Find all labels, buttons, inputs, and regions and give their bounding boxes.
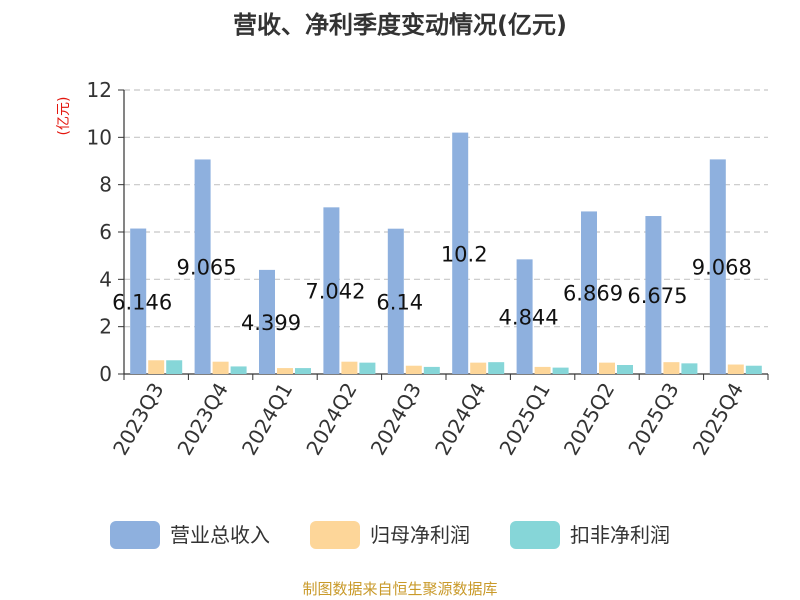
bar-1-2025Q1 [534,366,551,374]
bar-2-2024Q2 [359,362,376,374]
x-tick-label: 2024Q3 [366,379,426,460]
data-label: 9.065 [177,256,237,280]
data-label: 7.042 [305,280,365,304]
bar-0-2023Q3 [130,228,147,374]
bar-1-2024Q1 [277,368,293,374]
bar-2-2023Q3 [166,360,183,374]
x-tick-label: 2023Q3 [108,379,168,460]
source-note: 制图数据来自恒生聚源数据库 [302,580,497,598]
legend-label: 归母净利润 [370,523,470,547]
grid-lines [124,89,768,328]
legend-label: 扣非净利润 [570,523,670,547]
bar-1-2025Q2 [599,362,615,374]
bar-2-2025Q2 [617,365,633,374]
legend: 营业总收入 归母净利润 扣非净利润 [110,521,670,549]
bars [130,132,762,374]
x-tick-label: 2025Q3 [623,379,683,460]
bar-1-2024Q2 [341,361,358,374]
bar-1-2023Q4 [212,361,229,374]
bar-2-2023Q4 [230,366,247,374]
bar-0-2025Q2 [581,211,597,374]
bar-2-2024Q3 [423,366,440,374]
bar-2-2025Q3 [681,363,698,374]
legend-swatch-0 [110,521,160,549]
bar-0-2024Q3 [387,228,404,374]
bar-1-2025Q4 [727,364,744,374]
bar-2-2025Q4 [745,365,762,374]
data-label: 4.844 [499,306,559,330]
y-tick-label: 10 [87,125,112,149]
bar-2-2024Q4 [488,362,505,374]
y-tick-label: 0 [99,362,112,386]
chart-title: 营收、净利季度变动情况(亿元) [233,11,567,39]
legend-swatch-1 [310,521,360,549]
bar-0-2024Q4 [452,132,469,374]
data-label: 4.399 [241,311,301,335]
bar-2-2025Q1 [552,367,569,374]
y-tick-label: 6 [99,220,112,244]
bar-1-2024Q3 [405,365,422,374]
bar-0-2023Q4 [194,159,211,374]
bar-2-2024Q1 [295,368,311,374]
data-label: 6.675 [627,284,687,308]
bar-0-2025Q3 [645,216,662,374]
data-label: 10.2 [441,242,488,266]
bar-1-2024Q4 [470,362,487,374]
bar-0-2024Q2 [323,207,340,374]
bar-0-2025Q1 [516,259,533,374]
x-tick-label: 2024Q2 [301,379,361,460]
legend-label: 营业总收入 [170,523,270,547]
y-axis-label: (亿元) [56,97,72,136]
legend-swatch-2 [510,521,560,549]
data-label: 6.869 [563,282,623,306]
bar-1-2025Q3 [663,362,680,374]
bar-0-2024Q1 [259,269,275,374]
data-label: 9.068 [692,256,752,280]
x-tick-label: 2023Q4 [172,379,232,460]
x-tick-label: 2025Q2 [559,379,619,460]
data-label: 6.14 [376,290,423,314]
bar-0-2025Q4 [709,159,726,374]
y-tick-label: 2 [99,315,112,339]
data-label: 6.146 [112,290,172,314]
x-tick-label: 2024Q4 [430,379,490,460]
x-tick-label: 2025Q4 [688,379,748,460]
x-tick-label: 2025Q1 [494,379,554,460]
bar-1-2023Q3 [148,360,165,374]
y-tick-label: 12 [87,78,112,102]
y-tick-label: 4 [99,267,112,291]
x-tick-label: 2024Q1 [237,379,297,460]
y-tick-label: 8 [99,173,112,197]
